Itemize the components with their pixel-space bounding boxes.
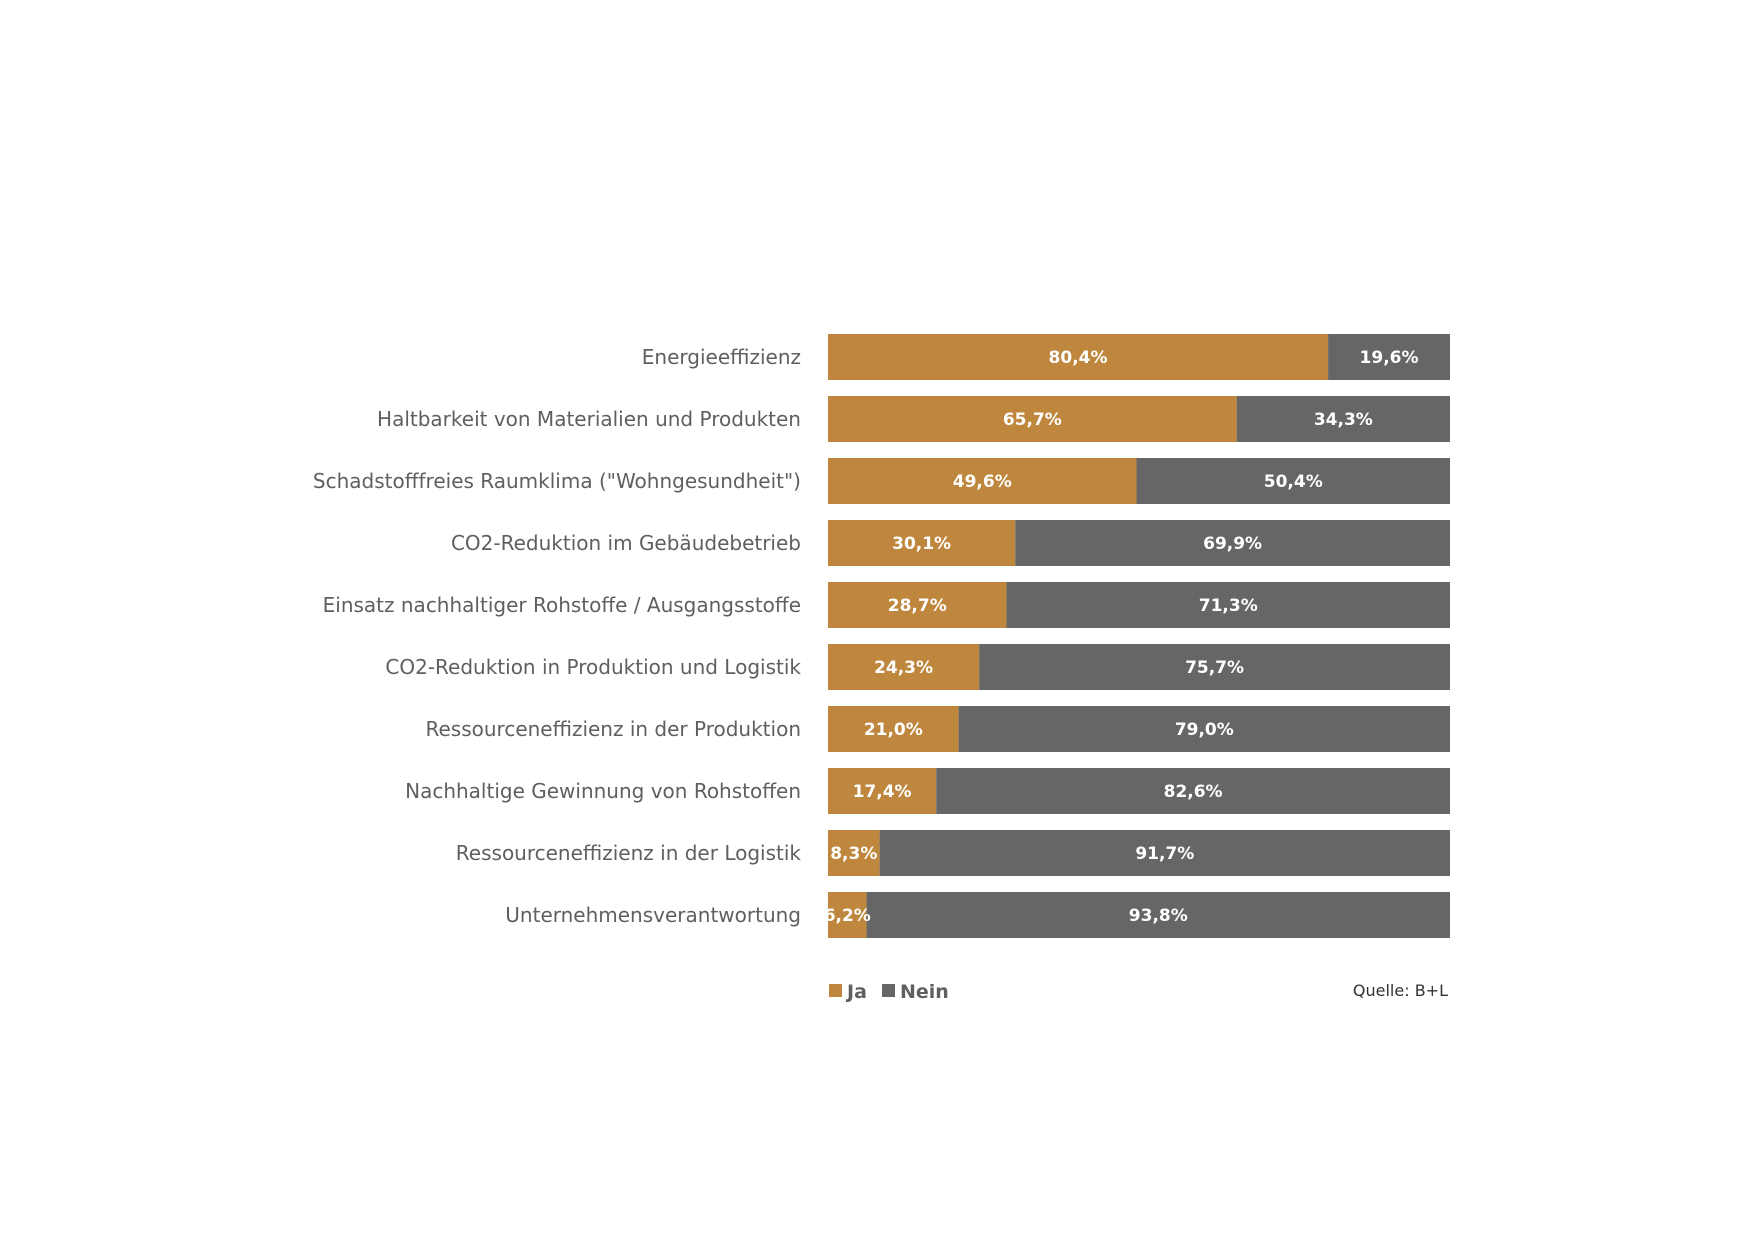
value-label-ja: 17,4% (853, 782, 912, 802)
bar-nein (958, 706, 1450, 752)
value-label-nein: 69,9% (1203, 534, 1262, 554)
category-label: Einsatz nachhaltiger Rohstoffe / Ausgang… (323, 593, 801, 617)
category-label: Nachhaltige Gewinnung von Rohstoffen (405, 779, 801, 803)
value-label-ja: 24,3% (874, 658, 933, 678)
bar-ja (828, 644, 980, 690)
value-label-nein: 34,3% (1314, 410, 1373, 430)
value-label-nein: 91,7% (1135, 844, 1194, 864)
bar-ja (828, 768, 937, 814)
bar-nein (1236, 396, 1450, 442)
legend-swatch-nein (882, 984, 895, 997)
bar-ja (828, 830, 880, 876)
bar-ja (828, 396, 1237, 442)
bar-nein (936, 768, 1450, 814)
value-label-ja: 8,3% (830, 844, 877, 864)
value-label-ja: 6,2% (824, 906, 871, 926)
value-label-ja: 65,7% (1003, 410, 1062, 430)
category-label: CO2-Reduktion in Produktion und Logistik (385, 655, 801, 679)
bar-nein (1015, 520, 1450, 566)
bars (828, 334, 1450, 938)
value-label-nein: 82,6% (1164, 782, 1223, 802)
category-label: Energieeffizienz (642, 345, 801, 369)
value-label-nein: 75,7% (1185, 658, 1244, 678)
category-label: Haltbarkeit von Materialien und Produkte… (377, 407, 801, 431)
category-labels: Energieeffizienz Haltbarkeit von Material… (313, 345, 801, 927)
bar-nein (879, 830, 1450, 876)
value-label-ja: 80,4% (1049, 348, 1108, 368)
source-note: Quelle: B+L (1353, 981, 1448, 1000)
value-label-nein: 71,3% (1199, 596, 1258, 616)
bar-nein (866, 892, 1450, 938)
bar-nein (1328, 334, 1450, 380)
category-label: Ressourceneffizienz in der Produktion (425, 717, 801, 741)
value-label-nein: 50,4% (1264, 472, 1323, 492)
value-labels: 80,4% 19,6% 65,7% 34,3% 49,6% 50,4% 30,1% 69,9%… (824, 348, 1419, 926)
legend: Ja Nein (829, 981, 949, 1003)
bar-nein (1136, 458, 1450, 504)
bar-ja (828, 458, 1137, 504)
legend-swatch-ja (829, 984, 842, 997)
value-label-nein: 93,8% (1129, 906, 1188, 926)
bar-nein (979, 644, 1450, 690)
bar-ja (828, 706, 959, 752)
value-label-nein: 19,6% (1360, 348, 1419, 368)
category-label: CO2-Reduktion im Gebäudebetrieb (451, 531, 801, 555)
bar-ja (828, 334, 1329, 380)
value-label-ja: 49,6% (953, 472, 1012, 492)
bar-nein (1006, 582, 1450, 628)
bar-ja (828, 520, 1016, 566)
category-label: Ressourceneffizienz in der Logistik (456, 841, 802, 865)
value-label-ja: 30,1% (892, 534, 951, 554)
value-label-ja: 28,7% (888, 596, 947, 616)
bar-ja (828, 582, 1007, 628)
category-label: Schadstofffreies Raumklima ("Wohngesundh… (313, 469, 801, 493)
bar-ja (828, 892, 867, 938)
legend-label-ja: Ja (845, 981, 867, 1003)
category-label: Unternehmensverantwortung (505, 903, 801, 927)
legend-label-nein: Nein (900, 981, 949, 1003)
value-label-ja: 21,0% (864, 720, 923, 740)
value-label-nein: 79,0% (1175, 720, 1234, 740)
